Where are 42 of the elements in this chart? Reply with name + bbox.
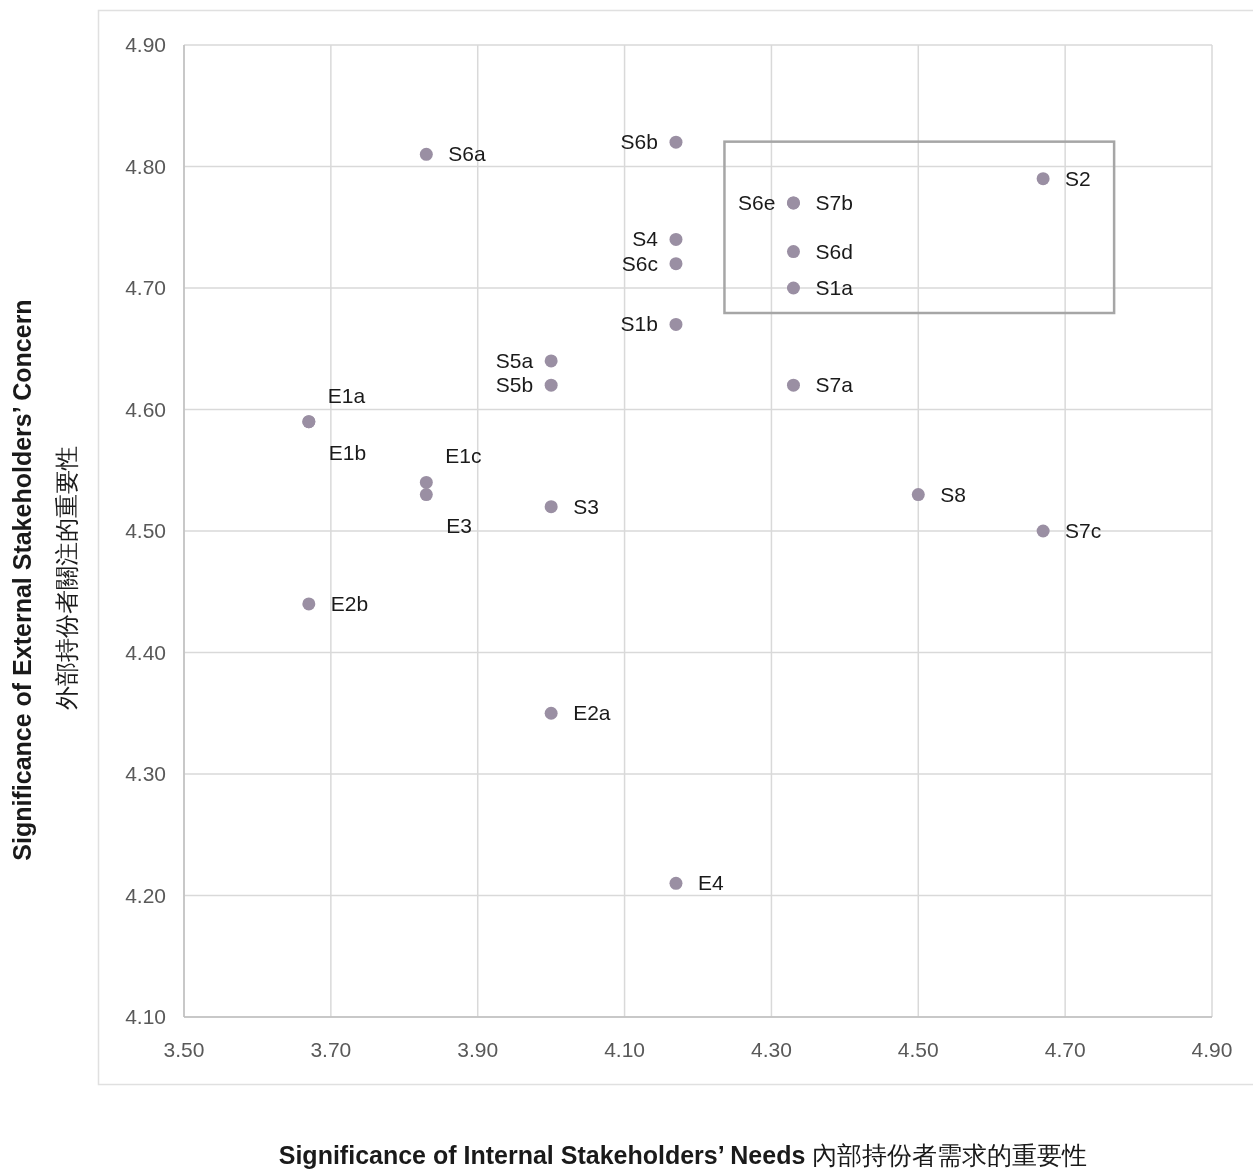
annotation: S6d [815, 239, 853, 263]
annotation: S6b [620, 130, 658, 154]
annotation: S8 [940, 482, 966, 506]
annotation: E1c [445, 444, 482, 468]
x-tick-label: 4.50 [897, 1038, 939, 1061]
annotation: S7c [1065, 519, 1102, 542]
annotation: E1a [327, 383, 366, 407]
y-tick-label: 4.70 [125, 276, 166, 299]
y-tick-label: 4.50 [125, 519, 166, 542]
annotation: S7b [815, 190, 853, 214]
x-tick-label: 4.10 [604, 1038, 646, 1061]
y-tick-label: 4.80 [125, 154, 166, 178]
x-tick-label: 4.90 [1191, 1038, 1233, 1061]
annotation: S4 [632, 227, 659, 251]
annotation: S3 [573, 494, 599, 518]
annotation: S6c [621, 251, 658, 275]
x-tick-label: 3.90 [457, 1038, 499, 1061]
y-tick-label: 4.90 [125, 33, 166, 56]
y-tick-label: 4.60 [125, 397, 166, 421]
x-tick-label: 4.70 [1044, 1038, 1086, 1061]
annotation: S1a [815, 276, 854, 299]
annotation: S6e [738, 190, 776, 214]
x-tick-label: 3.50 [163, 1038, 205, 1061]
annotation: E4 [697, 871, 724, 895]
annotation: S1b [620, 312, 658, 336]
y-tick-label: 4.10 [125, 1005, 166, 1028]
annotation: S7a [815, 373, 854, 397]
annotation: S5a [495, 348, 534, 372]
annotation: S6a [448, 142, 486, 166]
y-tick-label: 4.30 [125, 762, 166, 785]
annotation: E2b [330, 591, 369, 615]
annotation: E1b [328, 440, 367, 464]
annotation: S2 [1065, 166, 1091, 190]
x-tick-label: 4.30 [750, 1038, 792, 1061]
annotation: E2a [573, 701, 611, 725]
x-tick-label: 3.70 [310, 1038, 352, 1061]
annotation: E3 [446, 513, 472, 537]
y-tick-label: 4.40 [125, 640, 166, 664]
x-axis-title: Significance of Internal Stakeholders’ Needs 內部持份者需求的重要性 [278, 1141, 1088, 1169]
y-axis-title: Significance of External Stakeholders’ Concern 外部持份者關注的重要性 [8, 299, 80, 861]
y-tick-label: 4.20 [125, 883, 166, 907]
annotation: S5b [495, 373, 534, 397]
